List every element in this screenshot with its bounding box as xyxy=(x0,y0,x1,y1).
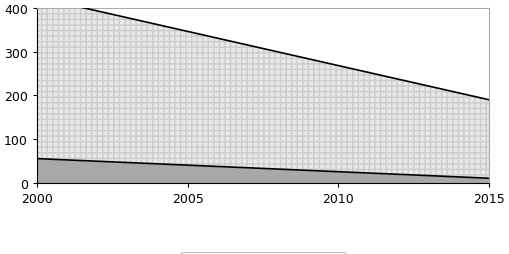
Legend: Enderlin, Sheldon: Enderlin, Sheldon xyxy=(180,252,346,254)
